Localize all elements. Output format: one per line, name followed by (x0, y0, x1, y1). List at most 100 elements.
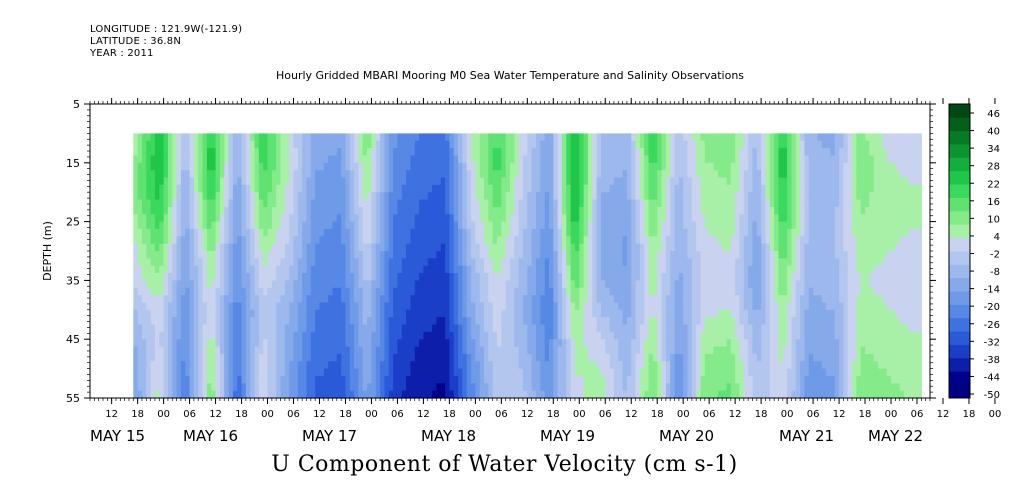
heatmap-cell (475, 170, 481, 179)
heatmap-cell (631, 353, 637, 362)
heatmap-cell (306, 302, 312, 311)
heatmap-cell (462, 368, 468, 377)
heatmap-cell (557, 317, 563, 326)
heatmap-cell (531, 206, 537, 215)
heatmap-cell (137, 258, 143, 267)
heatmap-cell (505, 383, 511, 392)
heatmap-cell (683, 346, 689, 355)
heatmap-cell (163, 162, 169, 171)
heatmap-cell (289, 133, 295, 142)
heatmap-cell (228, 273, 234, 281)
heatmap-cell (237, 265, 243, 274)
heatmap-cell (427, 390, 433, 399)
heatmap-cell (271, 133, 277, 142)
heatmap-cell (670, 192, 676, 201)
heatmap-cell (141, 236, 147, 245)
heatmap-cell (696, 258, 702, 267)
heatmap-cell (497, 243, 502, 252)
heatmap-cell (371, 243, 377, 252)
heatmap-cell (245, 184, 251, 193)
heatmap-cell (713, 361, 719, 370)
heatmap-cell (384, 258, 390, 267)
heatmap-cell (388, 273, 394, 281)
heatmap-cell (709, 280, 715, 289)
heatmap-cell (648, 295, 654, 304)
heatmap-cell (488, 368, 494, 377)
heatmap-cell (176, 295, 182, 304)
heatmap-cell (163, 206, 169, 215)
heatmap-cell (341, 140, 347, 149)
heatmap-cell (228, 331, 234, 340)
heatmap-cell (267, 309, 273, 318)
heatmap-cell (146, 346, 152, 355)
heatmap-cell (722, 317, 728, 326)
heatmap-cell (497, 148, 502, 157)
heatmap-cell (479, 251, 485, 259)
heatmap-cell (557, 375, 563, 384)
heatmap-cell (678, 287, 684, 296)
heatmap-cell (241, 383, 247, 392)
heatmap-cell (561, 353, 567, 362)
heatmap-cell (228, 228, 234, 237)
heatmap-cell (709, 148, 715, 157)
heatmap-cell (375, 221, 381, 230)
heatmap-cell (518, 302, 524, 311)
heatmap-cell (570, 199, 576, 208)
heatmap-cell (505, 148, 511, 157)
heatmap-cell (163, 324, 169, 333)
heatmap-cell (250, 192, 256, 201)
heatmap-cell (232, 133, 238, 142)
heatmap-cell (657, 199, 663, 208)
heatmap-cell (150, 280, 156, 289)
heatmap-cell (683, 243, 689, 252)
heatmap-cell (696, 375, 702, 384)
heatmap-cell (501, 162, 507, 171)
heatmap-cell (375, 368, 381, 377)
heatmap-cell (154, 133, 160, 142)
heatmap-cell (237, 177, 243, 186)
heatmap-cell (211, 206, 217, 215)
heatmap-cell (631, 383, 637, 392)
heatmap-cell (475, 140, 481, 149)
heatmap-cell (406, 280, 412, 289)
heatmap-cell (501, 258, 507, 267)
heatmap-cell (172, 375, 178, 384)
heatmap-cell (367, 339, 373, 348)
heatmap-cell (553, 206, 559, 215)
heatmap-cell (548, 199, 554, 208)
heatmap-cell (471, 206, 476, 215)
heatmap-cell (605, 199, 611, 208)
heatmap-cell (488, 309, 494, 318)
heatmap-cell (557, 170, 563, 179)
heatmap-cell (332, 221, 338, 230)
heatmap-cell (332, 206, 338, 215)
heatmap-cell (440, 184, 446, 193)
heatmap-cell (505, 177, 511, 186)
heatmap-cell (297, 331, 303, 340)
heatmap-cell (514, 162, 520, 171)
heatmap-cell (518, 353, 524, 362)
heatmap-cell (683, 273, 689, 281)
heatmap-cell (479, 140, 485, 149)
heatmap-cell (167, 324, 173, 333)
heatmap-cell (319, 221, 325, 230)
heatmap-cell (254, 184, 260, 193)
heatmap-cell (540, 177, 546, 186)
heatmap-cell (691, 317, 697, 326)
heatmap-cell (332, 339, 338, 348)
heatmap-cell (280, 148, 286, 157)
heatmap-cell (722, 228, 728, 237)
heatmap-cell (141, 214, 147, 223)
heatmap-cell (180, 228, 186, 237)
heatmap-cell (410, 331, 416, 340)
heatmap-cell (198, 317, 204, 326)
heatmap-cell (167, 383, 173, 392)
heatmap-cell (310, 199, 316, 208)
heatmap-cell (154, 258, 160, 267)
heatmap-cell (458, 243, 463, 252)
heatmap-cell (713, 339, 719, 348)
heatmap-cell (488, 273, 494, 281)
heatmap-cell (631, 280, 637, 289)
heatmap-cell (406, 170, 412, 179)
heatmap-cell (241, 192, 247, 201)
